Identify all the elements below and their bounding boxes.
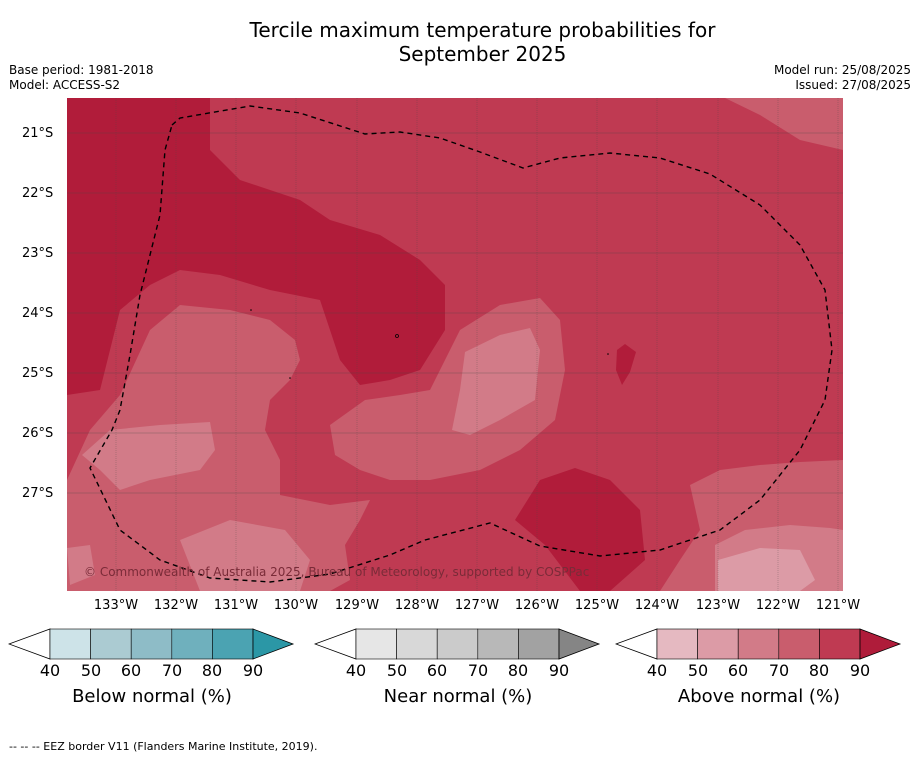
colorbar-tick: 90 <box>849 661 871 680</box>
colorbar-over-triangle <box>252 628 295 660</box>
island-marker <box>395 334 399 338</box>
colorbar-over-triangle <box>558 628 601 660</box>
probability-contours <box>67 98 843 591</box>
colorbar-over-triangle <box>859 628 902 660</box>
region-above-90-west <box>67 98 445 395</box>
colorbar-tick: 60 <box>727 661 749 680</box>
colorbar-segment <box>212 628 254 660</box>
meta-right: Model run: 25/08/2025 Issued: 27/08/2025 <box>774 63 911 93</box>
model-run: Model run: 25/08/2025 <box>773 63 911 77</box>
colorbar-segment <box>737 628 780 660</box>
colorbar-tick: 60 <box>426 661 448 680</box>
colorbar-label-above: Above normal (%) <box>677 686 841 707</box>
colorbar-under-triangle <box>8 628 51 660</box>
region-above-70-northeast <box>725 98 843 150</box>
colorbar-below-normal <box>8 628 295 660</box>
colorbar-segment <box>778 628 820 660</box>
colorbar-segment <box>697 628 739 660</box>
lat-label: 27°S <box>22 486 54 501</box>
colorbar-segment <box>171 628 213 660</box>
model-name: Model: ACCESS-S2 <box>9 78 121 92</box>
colorbar-tick: 60 <box>120 661 142 680</box>
lon-label: 127°W <box>454 598 500 613</box>
colorbar-under-triangle <box>615 628 658 660</box>
lon-label: 128°W <box>394 598 440 613</box>
lon-label: 129°W <box>334 598 380 613</box>
meta-left: Base period: 1981-2018 Model: ACCESS-S2 <box>9 63 154 93</box>
island-marker <box>250 309 252 311</box>
colorbar-tick: 40 <box>345 661 367 680</box>
colorbar-tick: 50 <box>386 661 408 680</box>
map-title: Tercile maximum temperature probabilitie… <box>0 18 919 66</box>
copyright-notice: © Commonwealth of Australia 2025, Bureau… <box>84 565 590 579</box>
colorbar-label-below: Below normal (%) <box>72 686 232 707</box>
region-above-50-southeast <box>718 548 815 591</box>
colorbar-segment <box>518 628 560 660</box>
colorbar-tick: 90 <box>548 661 570 680</box>
colorbar-segment <box>396 628 438 660</box>
region-above-70-southwest <box>67 305 370 591</box>
colorbar-tick: 40 <box>646 661 668 680</box>
lon-label: 132°W <box>153 598 199 613</box>
lon-label: 122°W <box>755 598 801 613</box>
region-above-60-center <box>452 328 540 435</box>
colorbar-segment <box>477 628 519 660</box>
title-line-1: Tercile maximum temperature probabilitie… <box>249 18 716 42</box>
colorbar-tick: 70 <box>161 661 183 680</box>
issued-date: Issued: 27/08/2025 <box>795 78 911 92</box>
lon-label: 123°W <box>695 598 741 613</box>
colorbar-segment <box>355 628 397 660</box>
lat-label: 25°S <box>22 366 54 381</box>
lat-label: 22°S <box>22 186 54 201</box>
base-period: Base period: 1981-2018 <box>9 63 154 77</box>
region-above-90-east <box>616 344 636 385</box>
lat-label: 24°S <box>22 306 54 321</box>
graticule <box>67 98 843 591</box>
lon-label: 125°W <box>574 598 620 613</box>
region-above-60-south <box>180 520 310 591</box>
colorbar-tick: 70 <box>467 661 489 680</box>
colorbar-segment <box>90 628 132 660</box>
eez-legend-footer: -- -- -- EEZ border V11 (Flanders Marine… <box>9 740 318 753</box>
colorbar-tick: 80 <box>808 661 830 680</box>
colorbar-above-normal <box>615 628 902 660</box>
colorbar-label-near: Near normal (%) <box>383 686 533 707</box>
lon-label: 131°W <box>213 598 259 613</box>
lon-label: 121°W <box>815 598 861 613</box>
eez-border <box>89 105 833 583</box>
colorbar-tick: 50 <box>687 661 709 680</box>
island-marker <box>607 353 609 355</box>
island-marker <box>289 377 291 379</box>
lat-label: 21°S <box>22 126 54 141</box>
colorbar-tick: 80 <box>507 661 529 680</box>
colorbar-segment <box>436 628 479 660</box>
colorbar-segment <box>49 628 91 660</box>
colorbar-segment <box>130 628 173 660</box>
region-above-60-southwest <box>82 422 215 490</box>
lon-label: 130°W <box>273 598 319 613</box>
colorbar-under-triangle <box>314 628 357 660</box>
lon-label: 124°W <box>634 598 680 613</box>
colorbar-tick: 50 <box>80 661 102 680</box>
colorbar-tick: 70 <box>768 661 790 680</box>
lat-label: 26°S <box>22 426 54 441</box>
colorbar-tick: 40 <box>39 661 61 680</box>
colorbar-segment <box>819 628 861 660</box>
colorbar-segment <box>656 628 698 660</box>
colorbar-tick: 80 <box>201 661 223 680</box>
lat-label: 23°S <box>22 246 54 261</box>
region-above-60-corner <box>67 545 95 585</box>
colorbar-near-normal <box>314 628 601 660</box>
lon-label: 126°W <box>514 598 560 613</box>
region-above-90-south <box>515 468 645 591</box>
title-line-2: September 2025 <box>398 42 567 66</box>
lon-label: 133°W <box>93 598 139 613</box>
colorbar-tick: 90 <box>242 661 264 680</box>
